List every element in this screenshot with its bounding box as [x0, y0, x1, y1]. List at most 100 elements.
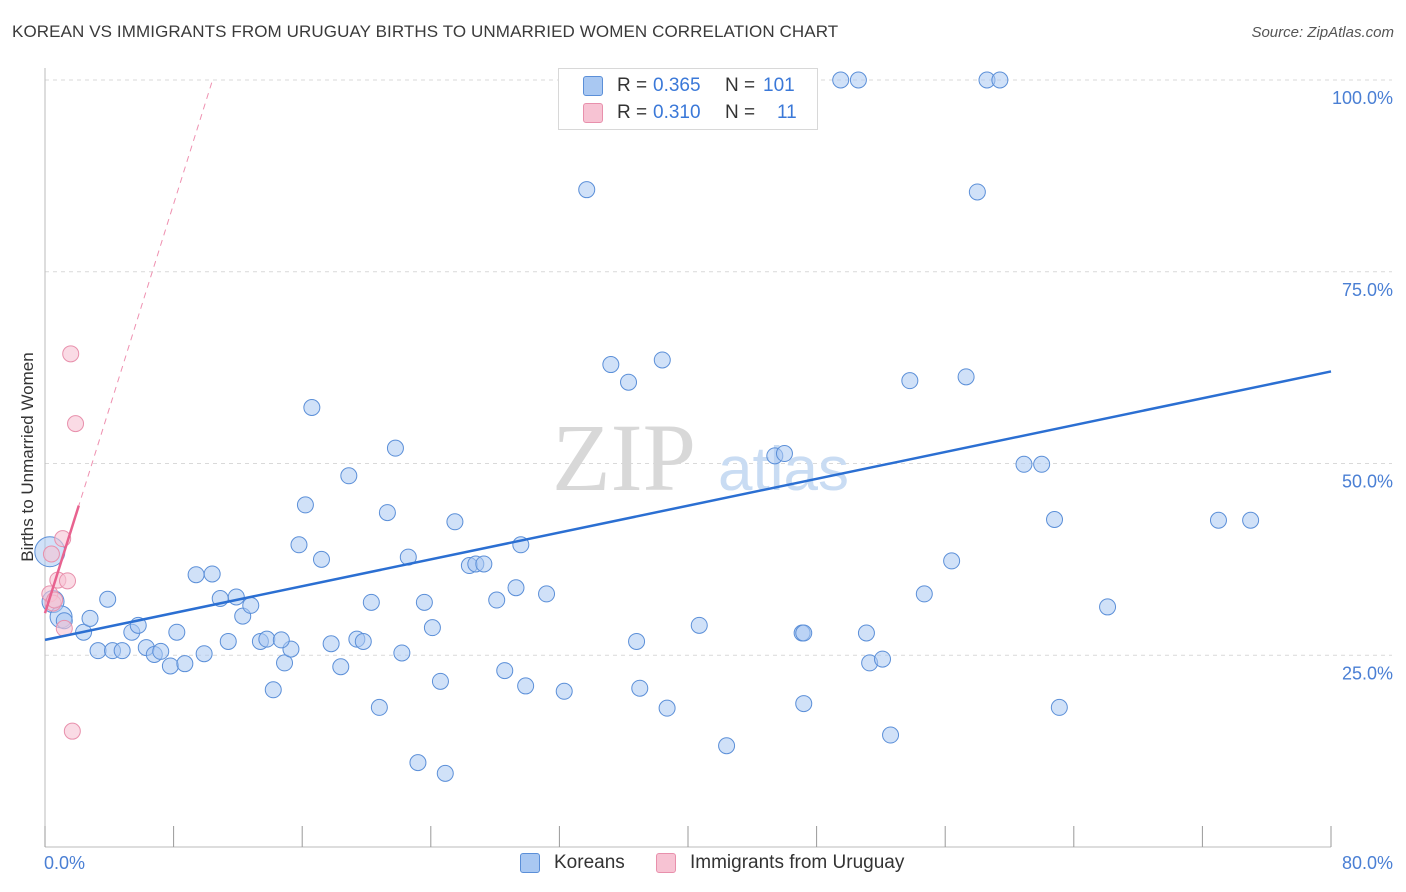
korean-point: [354, 632, 372, 650]
korean-point: [296, 496, 314, 514]
x-tick-label: 80.0%: [1342, 853, 1393, 873]
trend-lines: [43, 370, 1332, 642]
korean-point: [242, 596, 260, 614]
korean-point: [901, 372, 919, 390]
korean-point: [968, 183, 986, 201]
korean-point: [1099, 598, 1117, 616]
axes: [44, 68, 1332, 848]
legend-label: Koreans: [554, 852, 625, 873]
korean-point: [152, 642, 170, 660]
korean-point: [203, 565, 221, 583]
uruguay-point: [62, 345, 80, 363]
uruguay-point: [67, 415, 85, 433]
korean-point: [386, 439, 404, 457]
korean-point: [89, 642, 107, 660]
uruguay-swatch: [656, 853, 676, 873]
korean-point: [312, 550, 330, 568]
korean-point: [631, 679, 649, 697]
korean-point: [1209, 511, 1227, 529]
korean-point: [517, 677, 535, 695]
korean-point: [475, 555, 493, 573]
korean-point: [496, 662, 514, 680]
korean-point: [718, 737, 736, 755]
korean-point: [81, 609, 99, 627]
y-tick-label: 75.0%: [1342, 280, 1393, 300]
korean-point: [362, 593, 380, 611]
korean-point: [161, 657, 179, 675]
korean-point: [195, 645, 213, 663]
r-label: R =: [617, 102, 648, 123]
bottom-legend-korean: Koreans: [520, 852, 650, 876]
korean-point: [555, 682, 573, 700]
korean-point: [857, 624, 875, 642]
korean-point: [168, 623, 186, 641]
x-tick-label: 0.0%: [44, 853, 85, 873]
korean-point: [620, 373, 638, 391]
korean-point: [628, 632, 646, 650]
korean-point: [370, 698, 388, 716]
r-label: R =: [617, 75, 648, 96]
tick-labels: 25.0% 50.0% 75.0% 100.0% 0.0% 80.0%: [44, 88, 1393, 873]
bottom-legend-uruguay: Immigrants from Uruguay: [656, 852, 946, 876]
korean-point: [874, 650, 892, 668]
uruguay-swatch: [583, 103, 603, 123]
korean-point: [446, 513, 464, 531]
korean-point: [276, 654, 294, 672]
korean-point: [113, 642, 131, 660]
korean-point: [303, 399, 321, 417]
korean-point: [488, 591, 506, 609]
korean-point: [423, 619, 441, 637]
watermark-zip: ZIP: [552, 404, 696, 511]
korean-point: [1050, 698, 1068, 716]
korean-swatch: [583, 76, 603, 96]
n-label: N =: [725, 102, 756, 123]
korean-point: [1242, 511, 1260, 529]
korean-point: [795, 624, 813, 642]
source-label: Source: ZipAtlas.com: [1251, 24, 1394, 41]
korean-point: [882, 726, 900, 744]
korean-point: [1015, 455, 1033, 473]
korean-point: [409, 754, 427, 772]
korean-point: [538, 585, 556, 603]
korean-point: [340, 467, 358, 485]
n-label: N =: [725, 75, 756, 96]
uruguay-point: [59, 572, 77, 590]
korean-point: [991, 71, 1009, 89]
korean-point: [258, 630, 276, 648]
korean-point: [849, 71, 867, 89]
korean-point: [378, 504, 396, 522]
korean-point: [436, 764, 454, 782]
uruguay-point: [63, 722, 81, 740]
uruguay-point: [42, 545, 60, 563]
y-tick-label: 25.0%: [1342, 663, 1393, 683]
chart-title: KOREAN VS IMMIGRANTS FROM URUGUAY BIRTHS…: [12, 22, 839, 41]
korean-point: [415, 593, 433, 611]
n-value: 11: [777, 102, 797, 123]
korean-point: [578, 181, 596, 199]
y-tick-label: 50.0%: [1342, 472, 1393, 492]
korean-point: [943, 552, 961, 570]
uruguay-points: [41, 345, 85, 740]
n-value: 101: [763, 75, 795, 96]
korean-point: [176, 655, 194, 673]
stats-legend: R = 0.365 N = 101 R = 0.310 N = 11: [558, 68, 818, 130]
gridlines: [45, 79, 1392, 656]
korean-point: [322, 635, 340, 653]
korean-point: [653, 351, 671, 369]
korean-point: [957, 368, 975, 386]
korean-point: [187, 566, 205, 584]
korean-point: [393, 644, 411, 662]
korean-point: [290, 536, 308, 554]
korean-point: [1046, 510, 1064, 528]
uruguay-trend-line: [43, 505, 80, 614]
korean-point: [690, 616, 708, 634]
korean-point: [832, 71, 850, 89]
korean-point: [602, 356, 620, 374]
watermark: ZIP atlas: [552, 404, 849, 511]
legend-label: Immigrants from Uruguay: [690, 852, 905, 873]
korean-point: [795, 695, 813, 713]
r-value: 0.310: [653, 102, 701, 123]
korean-point: [332, 658, 350, 676]
korean-point: [775, 445, 793, 463]
korean-swatch: [520, 853, 540, 873]
